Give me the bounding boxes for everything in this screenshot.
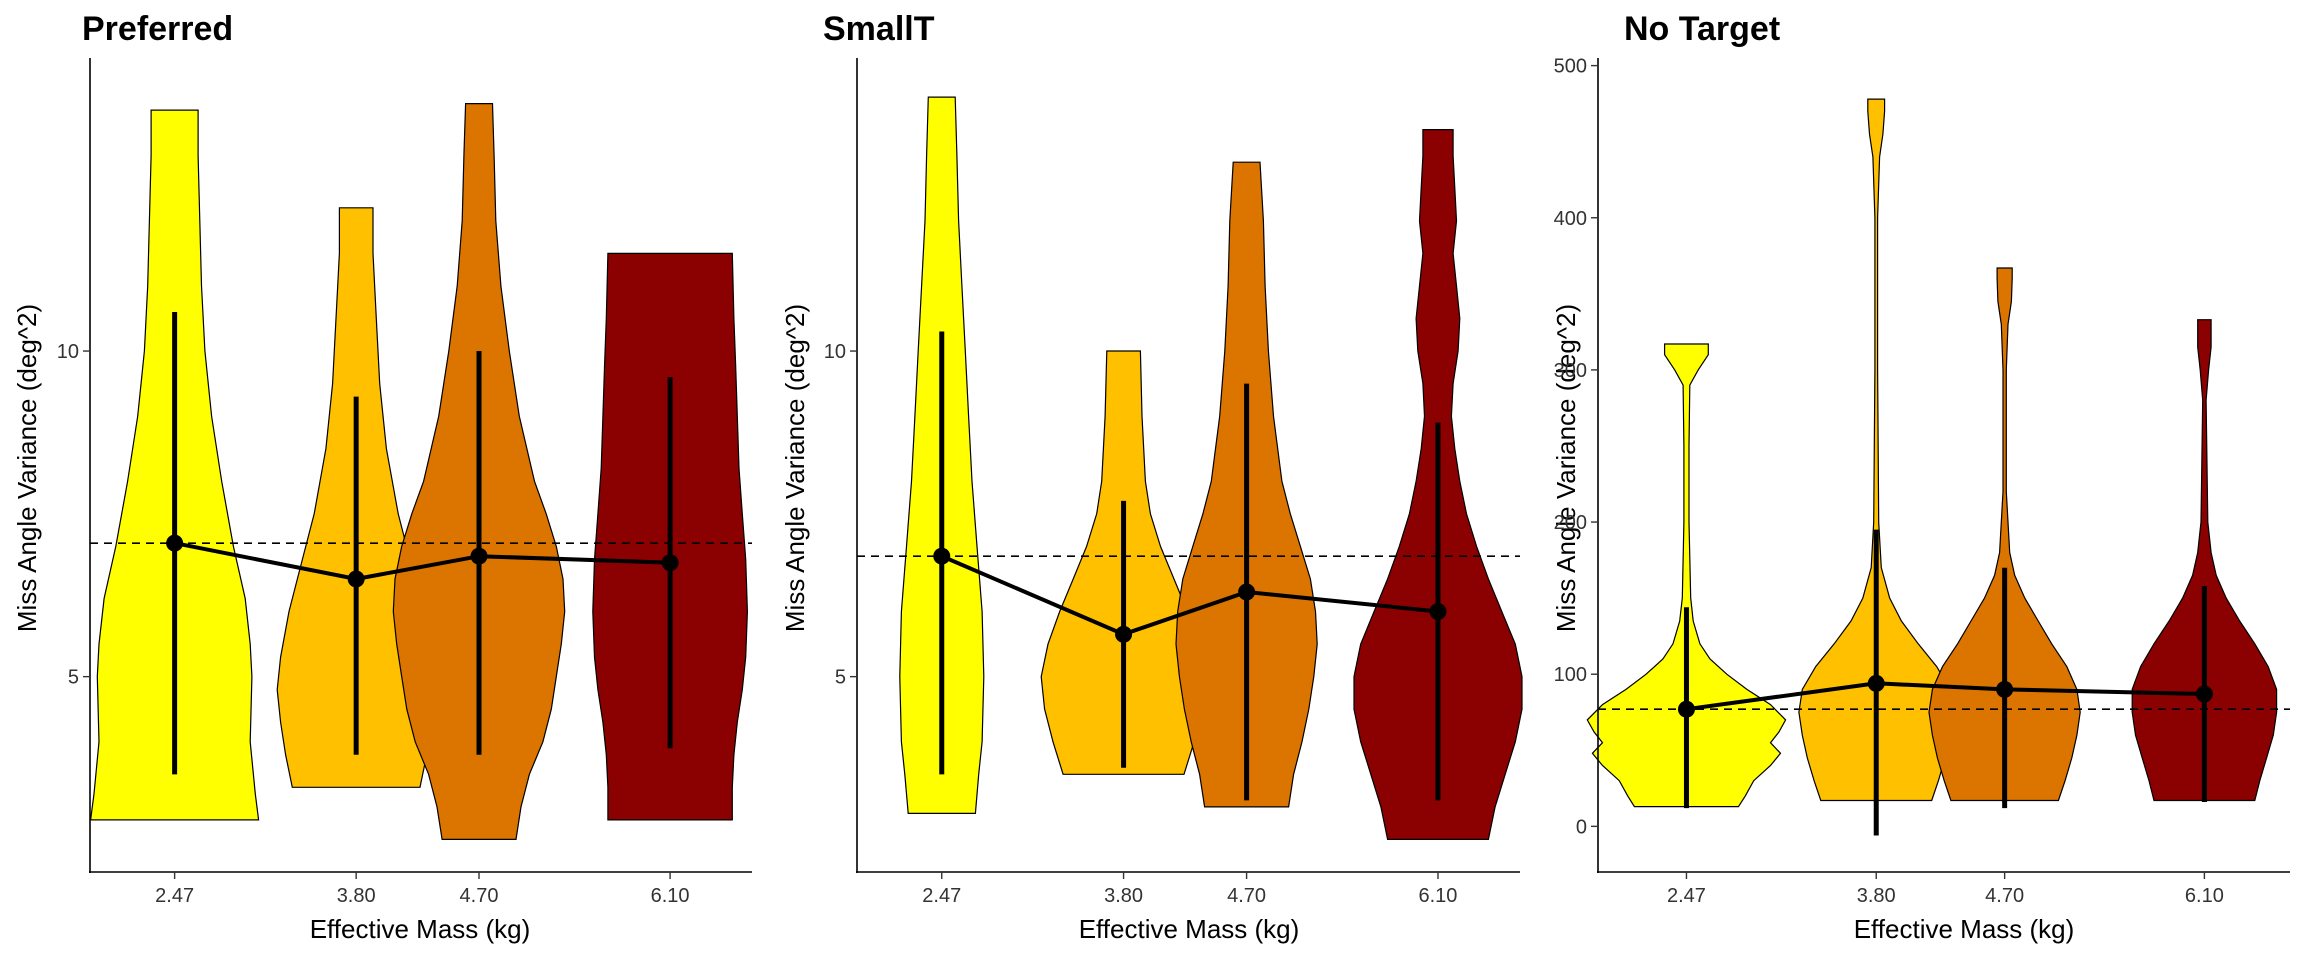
panel-preferred: Preferred Effective Mass (kg) Miss Angle…: [12, 10, 752, 944]
mean-point: [1429, 603, 1447, 621]
x-tick-label: 4.70: [460, 885, 499, 907]
mean-line: [1686, 681, 2205, 712]
mean-line: [174, 541, 671, 582]
x-axis-title: Effective Mass (kg): [1079, 914, 1300, 944]
y-tick-label: 0: [1576, 816, 1587, 838]
plot-area: [857, 96, 1523, 840]
mean-point: [1238, 583, 1256, 601]
x-tick-label: 3.80: [337, 885, 376, 907]
y-tick-label: 5: [68, 667, 79, 689]
y-axis-title: Miss Angle Variance (deg^2): [780, 304, 810, 632]
x-tick-label: 3.80: [1104, 885, 1143, 907]
mean-line: [941, 554, 1439, 637]
y-tick-label: 200: [1554, 512, 1587, 534]
mean-point: [2195, 685, 2213, 703]
violin-4.70: [1928, 267, 2081, 802]
mean-point: [1867, 674, 1885, 692]
mean-point: [347, 570, 365, 588]
y-tick-label: 300: [1554, 360, 1587, 382]
mean-point: [933, 547, 951, 565]
violin-6.10: [2131, 319, 2278, 802]
x-tick-label: 6.10: [651, 885, 690, 907]
mean-point: [470, 547, 488, 565]
violin-3.80: [1798, 98, 1955, 802]
y-tick-label: 10: [824, 341, 846, 363]
y-axis-title: Miss Angle Variance (deg^2): [1551, 304, 1581, 632]
panel-title: No Target: [1624, 10, 1780, 48]
y-tick-label: 10: [57, 341, 79, 363]
x-axis-title: Effective Mass (kg): [1854, 914, 2075, 944]
violin-2.47: [1586, 343, 1787, 808]
y-tick-label: 400: [1554, 208, 1587, 230]
panel-title: Preferred: [82, 10, 233, 48]
y-tick-label: 100: [1554, 664, 1587, 686]
x-axis-title: Effective Mass (kg): [310, 914, 531, 944]
plot-area: [1586, 98, 2290, 836]
y-tick-label: 500: [1554, 56, 1587, 78]
mean-point: [1677, 700, 1695, 718]
panel-no-target: No Target Effective Mass (kg) Miss Angle…: [1551, 10, 2290, 944]
x-tick-label: 6.10: [1419, 885, 1458, 907]
x-tick-label: 4.70: [1985, 885, 2024, 907]
panel-title: SmallT: [823, 10, 935, 48]
mean-point: [1996, 680, 2014, 698]
mean-point: [661, 554, 679, 572]
x-tick-label: 4.70: [1227, 885, 1266, 907]
plot-area: [89, 103, 752, 840]
y-axis-title: Miss Angle Variance (deg^2): [12, 304, 42, 632]
x-tick-label: 2.47: [922, 885, 961, 907]
mean-point: [166, 534, 184, 552]
x-tick-label: 2.47: [1667, 885, 1706, 907]
x-tick-label: 3.80: [1857, 885, 1896, 907]
y-tick-label: 5: [835, 667, 846, 689]
panel-smallt: SmallT Effective Mass (kg) Miss Angle Va…: [780, 10, 1523, 944]
mean-point: [1115, 625, 1133, 643]
x-tick-label: 2.47: [155, 885, 194, 907]
x-tick-label: 6.10: [2185, 885, 2224, 907]
